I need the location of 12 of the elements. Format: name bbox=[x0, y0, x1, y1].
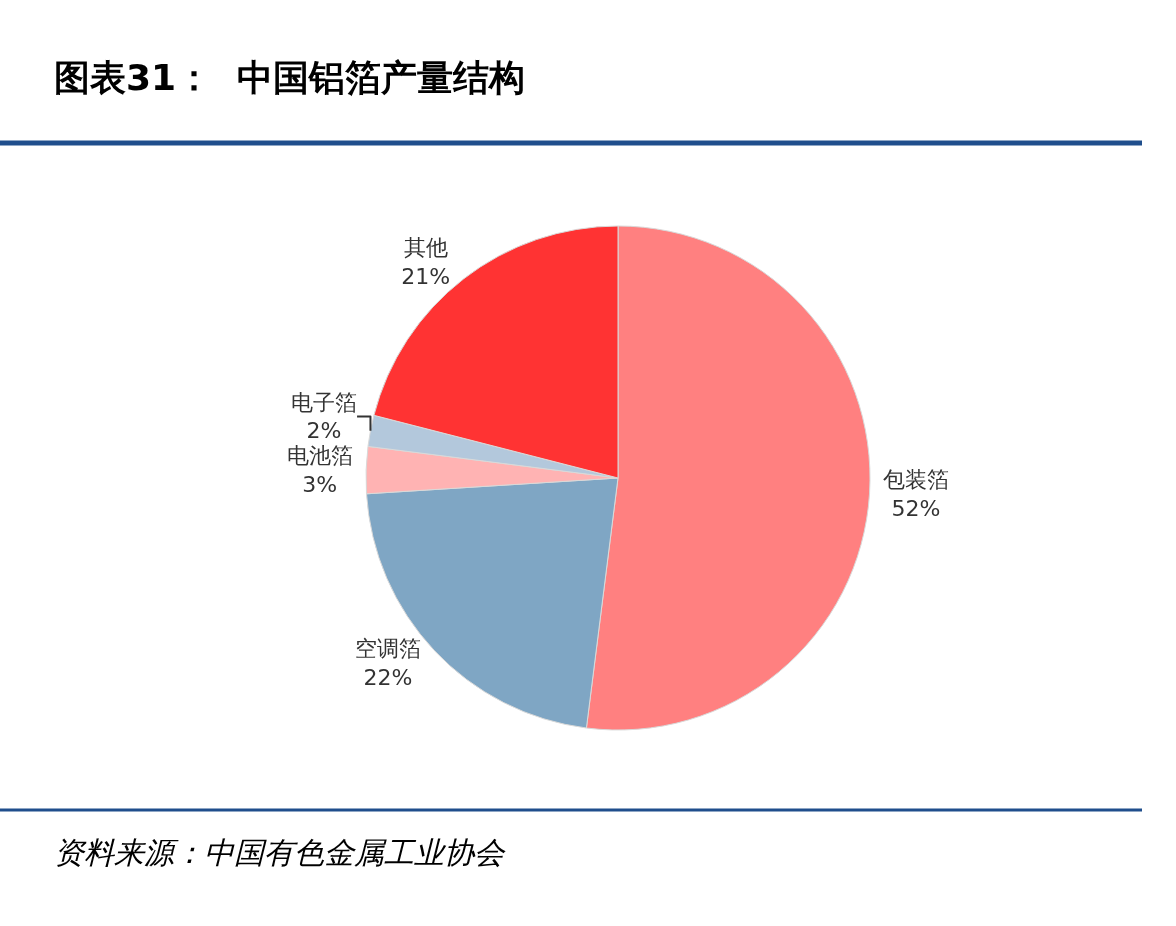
slice-label: 空调箔 bbox=[354, 636, 421, 662]
data-label: 2% bbox=[306, 418, 342, 444]
data-label: 3% bbox=[302, 471, 338, 497]
slice-label: 包装箔 bbox=[882, 467, 949, 493]
text: 资料来源：中国有色金属工业协会 bbox=[54, 835, 506, 870]
data-label: 21% bbox=[401, 263, 451, 289]
slice-label: 其他 bbox=[403, 235, 448, 261]
slice-label: 电池箔 bbox=[286, 443, 353, 469]
data-label: 52% bbox=[891, 495, 941, 521]
slice-label: 电子箔 bbox=[291, 389, 358, 415]
chart-title: 图表31： 中国铝箔产量结构 bbox=[54, 57, 526, 98]
data-label: 22% bbox=[363, 664, 413, 690]
